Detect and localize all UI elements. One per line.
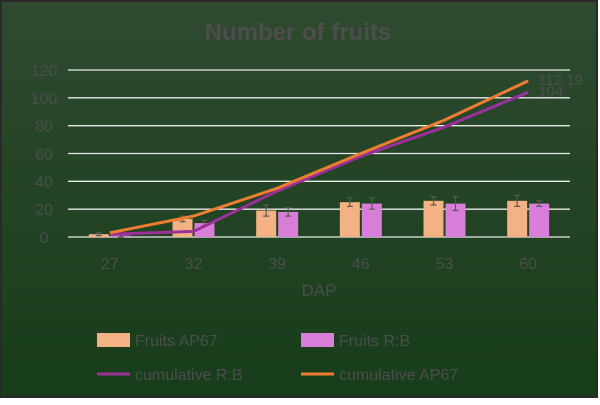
y-tick-label: 0 bbox=[40, 230, 49, 247]
x-tick-label: 32 bbox=[185, 256, 203, 273]
y-axis-ticks: 0 20 40 60 80 100 120 bbox=[31, 63, 58, 247]
y-tick-label: 60 bbox=[35, 147, 53, 164]
legend-item: cumulative AP67 bbox=[301, 367, 458, 384]
bar bbox=[194, 223, 215, 237]
data-label: 112.19 bbox=[538, 72, 583, 89]
y-tick-label: 100 bbox=[31, 91, 58, 108]
line-series bbox=[109, 79, 529, 236]
legend-item: Fruits AP67 bbox=[97, 333, 218, 350]
bar bbox=[507, 200, 528, 237]
series-line bbox=[109, 90, 529, 236]
chart-background bbox=[0, 0, 598, 398]
data-label: 104 bbox=[538, 83, 563, 100]
y-tick-label: 120 bbox=[31, 63, 58, 80]
x-tick-label: 39 bbox=[268, 256, 286, 273]
x-tick-label: 60 bbox=[519, 256, 537, 273]
series-line bbox=[109, 79, 529, 235]
legend-label: Fruits R:B bbox=[339, 333, 410, 350]
y-tick-label: 80 bbox=[35, 119, 53, 136]
bar bbox=[423, 200, 444, 237]
legend-label: Fruits AP67 bbox=[135, 333, 218, 350]
gridlines bbox=[68, 69, 570, 238]
legend-swatch bbox=[301, 333, 334, 347]
legend-label: cumulative R:B bbox=[135, 367, 243, 384]
bar bbox=[339, 202, 360, 237]
x-tick-label: 53 bbox=[436, 256, 454, 273]
x-tick-label: 27 bbox=[101, 256, 119, 273]
bar bbox=[256, 210, 277, 237]
legend-swatch bbox=[97, 333, 130, 347]
x-tick-label: 46 bbox=[352, 256, 370, 273]
legend-label: cumulative AP67 bbox=[339, 367, 458, 384]
y-tick-label: 20 bbox=[35, 202, 53, 219]
legend-item: Fruits R:B bbox=[301, 333, 410, 350]
y-tick-label: 40 bbox=[35, 174, 53, 191]
chart-title: Number of fruits bbox=[205, 19, 392, 46]
bar bbox=[529, 203, 550, 237]
bar bbox=[361, 203, 382, 237]
bar bbox=[278, 211, 299, 237]
legend-item: cumulative R:B bbox=[97, 367, 243, 384]
legend: Fruits AP67 Fruits R:B cumulative R:B cumul… bbox=[97, 333, 458, 384]
x-axis-title: DAP bbox=[302, 281, 337, 300]
x-axis-ticks: 27 32 39 46 53 60 bbox=[101, 256, 537, 273]
bar bbox=[445, 203, 466, 237]
